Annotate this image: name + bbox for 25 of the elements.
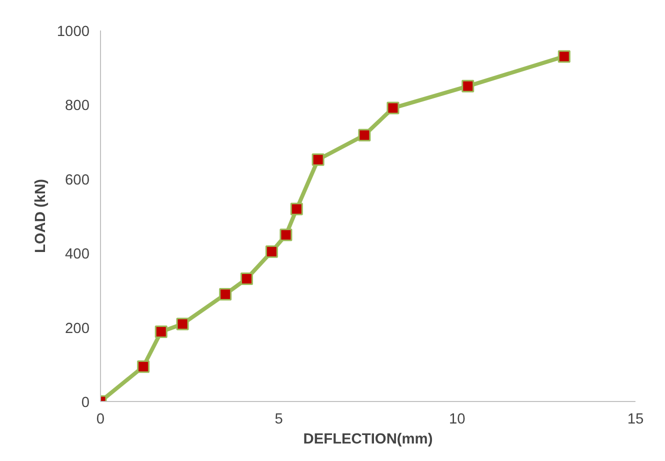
y-tick-label: 600 — [65, 172, 90, 188]
point — [312, 153, 324, 166]
y-tick-label: 800 — [65, 98, 90, 114]
y-tick-label: 200 — [65, 320, 90, 337]
point — [280, 228, 292, 242]
x-tick-label: 0 — [96, 412, 105, 428]
point — [462, 80, 474, 92]
point — [265, 245, 278, 258]
point — [240, 272, 253, 285]
y-tick-label: 400 — [65, 246, 90, 263]
point — [558, 50, 570, 63]
point — [386, 102, 400, 114]
y-tick-label: 0 — [81, 395, 90, 411]
point — [290, 202, 303, 216]
x-tick-label: 15 — [627, 412, 644, 428]
x-tick-label: 5 — [274, 412, 283, 428]
point — [358, 128, 371, 142]
point — [137, 360, 150, 373]
x-axis-title: DEFLECTION(mm) — [303, 432, 433, 448]
y-tick-label: 1000 — [56, 24, 90, 40]
point — [219, 288, 232, 301]
point — [176, 318, 189, 330]
x-tick-label: 10 — [449, 412, 466, 428]
y-axis-title: LOAD (kN) — [32, 178, 49, 254]
point — [154, 326, 168, 338]
